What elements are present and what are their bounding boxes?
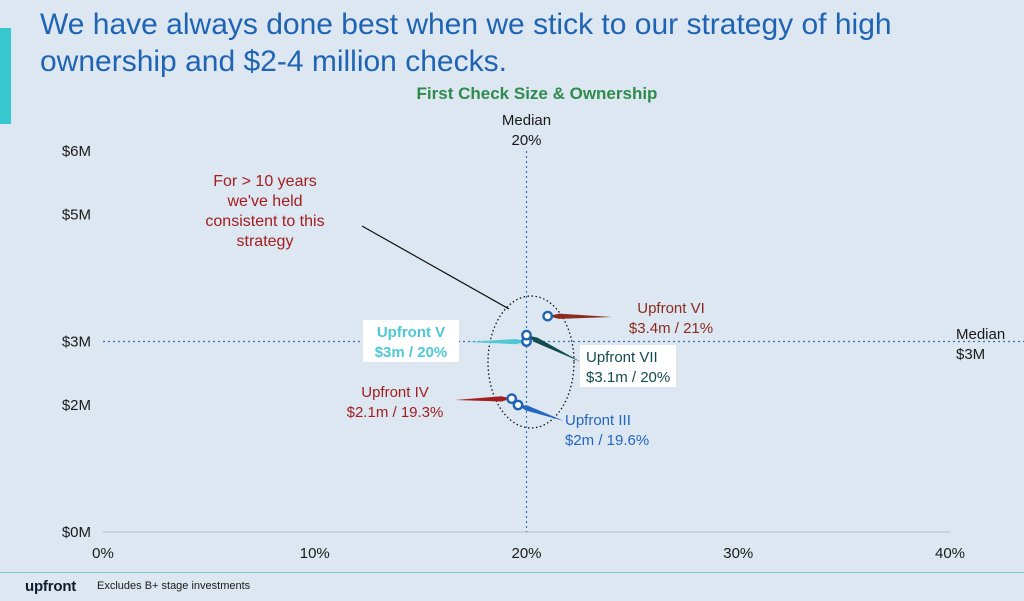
median-y-label: $3M (956, 346, 985, 363)
point-label-detail: $3.1m / 20% (586, 369, 670, 386)
point-label-name: Upfront III (565, 412, 631, 429)
annotation-text: For > 10 years (213, 173, 317, 190)
median-x-label: Median (502, 112, 551, 129)
chart-title: First Check Size & Ownership (416, 84, 658, 103)
point-label-name: Upfront VI (637, 300, 705, 317)
point-label-detail: $3m / 20% (375, 344, 448, 361)
x-tick-label: 30% (723, 545, 753, 562)
slide-headline: We have always done best when we stick t… (40, 8, 892, 78)
point-connector (526, 335, 581, 362)
annotation-text: we've held (226, 193, 302, 210)
x-tick-label: 0% (92, 545, 114, 562)
point-label-name: Upfront IV (361, 384, 429, 401)
point-connector (455, 396, 512, 402)
y-tick-label: $5M (62, 207, 91, 224)
data-point (506, 393, 518, 405)
data-point (512, 399, 524, 411)
data-point (521, 329, 532, 341)
x-tick-label: 20% (511, 545, 541, 562)
point-label-box (580, 345, 676, 387)
y-tick-label: $2M (62, 397, 91, 414)
point-label-detail: $2.1m / 19.3% (347, 404, 444, 421)
footer-divider (0, 572, 1024, 573)
x-tick-label: 10% (300, 545, 330, 562)
annotation-text: strategy (237, 233, 294, 250)
footnote: Excludes B+ stage investments (97, 580, 251, 592)
point-label-name: Upfront V (377, 324, 445, 341)
point-connector (518, 405, 564, 421)
data-point (542, 310, 554, 322)
x-tick-label: 40% (935, 545, 965, 562)
y-tick-label: $3M (62, 334, 91, 351)
annotation-leader (361, 225, 510, 310)
point-label-detail: $3.4m / 21% (629, 320, 713, 337)
point-connector (547, 313, 612, 319)
point-label-box (363, 320, 459, 362)
accent-bar (0, 28, 11, 124)
point-label-name: Upfront VII (586, 349, 658, 366)
point-label-detail: $2m / 19.6% (565, 432, 649, 449)
annotation-text: consistent to this (205, 213, 324, 230)
y-tick-label: $0M (62, 524, 91, 541)
point-connector (468, 338, 527, 345)
median-y-label: Median (956, 326, 1005, 343)
median-x-label: 20% (511, 132, 541, 149)
strategy-ellipse (487, 295, 575, 429)
y-tick-label: $6M (62, 143, 91, 160)
upfront-logo: upfront (25, 578, 77, 595)
